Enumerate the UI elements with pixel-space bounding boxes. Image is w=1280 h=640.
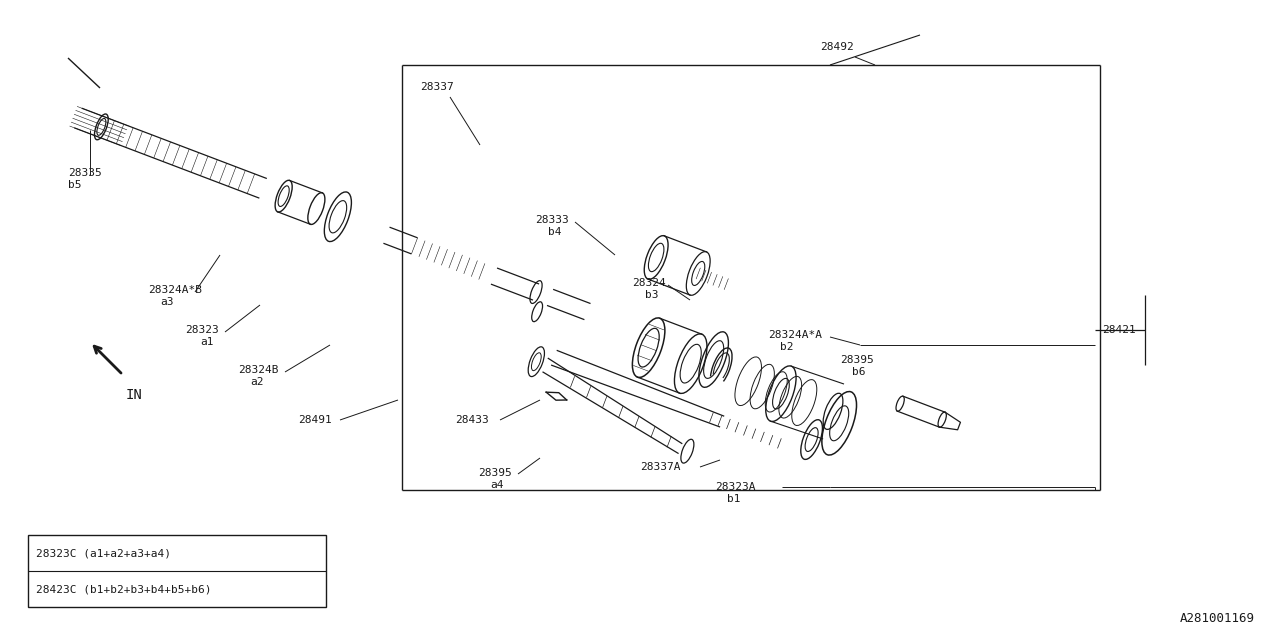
Text: b5: b5 xyxy=(68,180,82,190)
Text: 28433: 28433 xyxy=(454,415,489,425)
Text: 28333: 28333 xyxy=(535,215,568,225)
Text: 28323: 28323 xyxy=(186,325,219,335)
Text: 28323A: 28323A xyxy=(716,482,755,492)
Text: b1: b1 xyxy=(727,494,741,504)
Text: b3: b3 xyxy=(645,290,658,300)
Text: 28423C (b1+b2+b3+b4+b5+b6): 28423C (b1+b2+b3+b4+b5+b6) xyxy=(36,584,211,594)
Text: b4: b4 xyxy=(548,227,562,237)
Text: a2: a2 xyxy=(250,377,264,387)
Text: 28337A: 28337A xyxy=(640,462,681,472)
Text: 28324A*A: 28324A*A xyxy=(768,330,822,340)
Text: a1: a1 xyxy=(200,337,214,347)
Text: 28421: 28421 xyxy=(1102,325,1135,335)
Text: 28491: 28491 xyxy=(298,415,332,425)
Text: 28323C (a1+a2+a3+a4): 28323C (a1+a2+a3+a4) xyxy=(36,548,172,558)
Text: 28337: 28337 xyxy=(420,82,453,92)
Text: 28324: 28324 xyxy=(632,278,666,288)
Text: b2: b2 xyxy=(780,342,794,352)
Text: IN: IN xyxy=(125,388,143,402)
Text: a4: a4 xyxy=(490,480,503,490)
Text: 28395: 28395 xyxy=(477,468,512,478)
Text: 28492: 28492 xyxy=(820,42,854,52)
Text: A281001169: A281001169 xyxy=(1180,612,1254,625)
Text: b6: b6 xyxy=(852,367,865,377)
Text: 28324A*B: 28324A*B xyxy=(148,285,202,295)
Text: 28335: 28335 xyxy=(68,168,101,178)
Text: a3: a3 xyxy=(160,297,174,307)
Bar xyxy=(28,535,326,607)
Text: 28395: 28395 xyxy=(840,355,874,365)
Text: 28324B: 28324B xyxy=(238,365,279,375)
